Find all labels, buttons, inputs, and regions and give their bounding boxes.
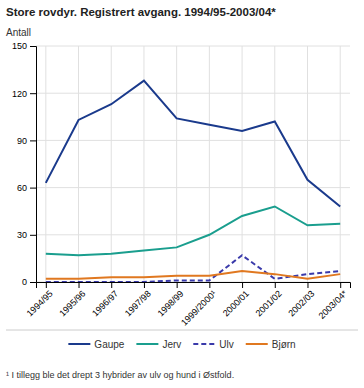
- tick-mark: [30, 282, 36, 283]
- tick: 2001/02: [254, 282, 284, 319]
- tick-label: 2003/04*: [317, 288, 350, 321]
- tick-label: 1997/98: [123, 288, 153, 318]
- grid-line: [307, 46, 308, 282]
- tick-mark: [340, 282, 341, 288]
- y-axis: 0 30 60 90 120 150: [12, 41, 37, 287]
- grid-line: [242, 46, 243, 282]
- tick-label: 2000/01: [221, 288, 251, 318]
- tick: 120: [12, 89, 36, 99]
- tick-mark: [144, 282, 145, 288]
- tick: 0: [22, 277, 36, 287]
- tick-mark: [242, 282, 243, 288]
- tick: 1997/98: [123, 282, 153, 319]
- tick-mark: [177, 282, 178, 288]
- title: Store rovdyr. Registrert avgang. 1994/95…: [6, 6, 276, 18]
- legend-swatch: [246, 343, 268, 345]
- tick-label: 1994/95: [25, 288, 55, 318]
- tick-label: 120: [12, 89, 27, 99]
- tick-mark: [30, 93, 36, 94]
- tick-label: 0: [22, 277, 27, 287]
- x-axis: 1994/951995/961996/971997/981998/991999/…: [25, 282, 351, 328]
- tick-label: 2001/02: [254, 288, 284, 318]
- tick-mark: [111, 282, 112, 288]
- legend-item: Bjørn: [246, 339, 296, 350]
- tick-label: 1996/97: [90, 288, 120, 318]
- tick-label: 60: [17, 183, 27, 193]
- tick-mark: [307, 282, 308, 288]
- tick-label: 1998/99: [155, 288, 185, 318]
- grid-line: [45, 46, 46, 282]
- grid: [36, 46, 350, 282]
- tick: 1994/95: [25, 282, 55, 319]
- grid-line: [36, 93, 350, 94]
- plot: 0 30 60 90 120 150 1994/951995/961996/971997/9…: [12, 41, 351, 327]
- tick-label: 1995/96: [57, 288, 87, 318]
- legend: Gaupe Jerv Ulv Bjørn: [68, 339, 295, 350]
- legend-swatch: [193, 343, 215, 345]
- axis-line: [37, 283, 351, 289]
- tick-label: 1999/2000¹: [179, 288, 218, 327]
- grid-line: [78, 46, 79, 282]
- lines: [46, 81, 340, 282]
- tick-mark: [46, 282, 47, 288]
- grid-line: [36, 234, 350, 235]
- grid-line: [36, 46, 350, 47]
- axis-line: [30, 47, 37, 283]
- line: [46, 271, 340, 279]
- grid-line: [36, 187, 350, 188]
- tick-mark: [30, 140, 36, 141]
- tick: 150: [12, 41, 36, 51]
- tick: 1998/99: [155, 282, 185, 319]
- tick: 1999/2000¹: [179, 282, 218, 328]
- footnote: ¹ I tillegg ble det drept 3 hybrider av …: [6, 370, 234, 380]
- tick-mark: [79, 282, 80, 288]
- grid-line: [274, 46, 275, 282]
- tick: 90: [17, 136, 36, 146]
- tick-label: 2002/03: [286, 288, 316, 318]
- tick-label: 150: [12, 41, 27, 51]
- line: [46, 81, 340, 207]
- tick: 1996/97: [90, 282, 120, 319]
- y-label: Antall: [6, 27, 31, 38]
- tick: 2002/03: [286, 282, 316, 319]
- line: [46, 206, 340, 255]
- legend-item: Jerv: [136, 339, 181, 350]
- separator: [6, 330, 358, 331]
- grid-line: [111, 46, 112, 282]
- tick: 2000/01: [221, 282, 251, 319]
- tick-label: 30: [17, 230, 27, 240]
- legend-label: Bjørn: [272, 339, 296, 350]
- tick-mark: [30, 46, 36, 47]
- tick: 30: [17, 230, 36, 240]
- legend-item: Ulv: [193, 339, 233, 350]
- tick-mark: [30, 188, 36, 189]
- tick: 1995/96: [57, 282, 87, 319]
- tick-label: 90: [17, 136, 27, 146]
- legend-label: Ulv: [219, 339, 233, 350]
- legend-item: Gaupe: [68, 339, 124, 350]
- tick-mark: [275, 282, 276, 288]
- legend-label: Gaupe: [94, 339, 124, 350]
- chart: Store rovdyr. Registrert avgang. 1994/95…: [0, 0, 364, 388]
- tick-mark: [209, 282, 210, 288]
- tick-mark: [30, 235, 36, 236]
- grid-line: [209, 46, 210, 282]
- grid-line: [36, 140, 350, 141]
- legend-label: Jerv: [162, 339, 181, 350]
- line: [46, 255, 340, 282]
- tick: 60: [17, 183, 36, 193]
- tick: 2003/04*: [317, 282, 350, 321]
- legend-swatch: [136, 343, 158, 345]
- grid-line: [340, 46, 341, 282]
- legend-swatch: [68, 343, 90, 345]
